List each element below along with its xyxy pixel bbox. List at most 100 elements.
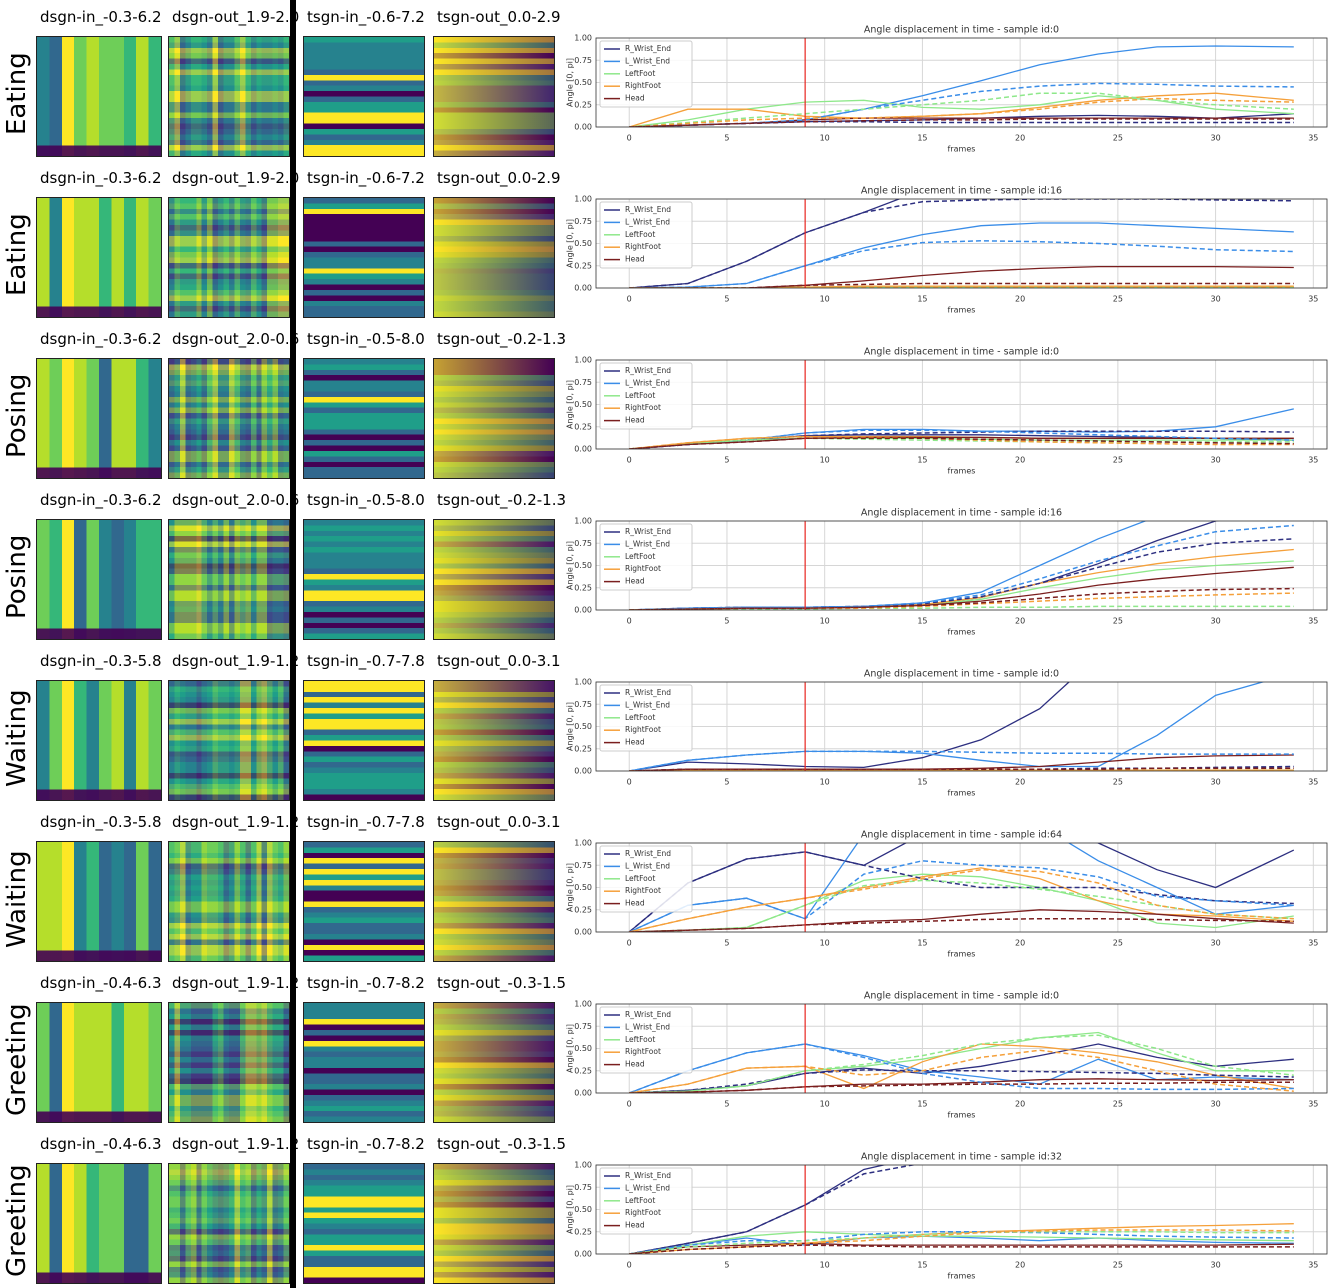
plot-lines [629,409,1294,449]
y-tick-label: 0.75 [574,378,592,387]
y-tick-label: 0.00 [574,767,592,776]
heatmap [36,1002,162,1123]
panel-title: dsgn-in_-0.4-6.3 [40,1135,162,1153]
x-tick-label: 25 [1113,456,1123,465]
x-tick-label: 35 [1308,778,1318,787]
legend-label: RightFoot [625,725,661,734]
heatmap [303,197,425,318]
x-tick-label: 10 [820,1261,830,1270]
x-tick-label: 15 [917,939,927,948]
panel-title: dsgn-out_1.9-1.2 [172,1135,299,1153]
panel-title: tsgn-in_-0.7-7.8 [307,652,425,670]
legend-label: RightFoot [625,886,661,895]
x-tick-label: 15 [917,134,927,143]
line-chart: Angle displacement in time - sample id:0… [560,0,1338,161]
x-tick-label: 15 [917,456,927,465]
y-axis-label: Angle [0, pi] [566,1024,575,1073]
legend-label: R_Wrist_End [625,44,671,53]
panel-title: dsgn-in_-0.3-6.2 [40,8,162,26]
x-tick-label: 10 [820,1100,830,1109]
x-tick-label: 5 [724,1261,729,1270]
heatmap [303,1002,425,1123]
x-tick-label: 20 [1015,295,1025,304]
y-tick-label: 0.50 [574,239,592,248]
y-tick-label: 0.50 [574,1044,592,1053]
y-tick-label: 0.75 [574,217,592,226]
legend-label: R_Wrist_End [625,688,671,697]
panel-title: dsgn-in_-0.3-6.2 [40,169,162,187]
heatmap [433,197,555,318]
x-tick-label: 10 [820,939,830,948]
panel-title: dsgn-in_-0.4-6.3 [40,974,162,992]
x-axis-label: frames [948,145,976,154]
y-tick-label: 0.75 [574,539,592,548]
y-tick-label: 1.00 [574,356,592,365]
x-tick-label: 25 [1113,295,1123,304]
x-tick-label: 5 [724,617,729,626]
y-tick-label: 0.00 [574,928,592,937]
panel-title: tsgn-out_-0.3-1.5 [437,974,566,992]
y-axis-label: Angle [0, pi] [566,380,575,429]
plot-lines [629,644,1294,771]
legend-label: LeftFoot [625,874,655,883]
legend-label: LeftFoot [625,69,655,78]
plot-lines [629,46,1294,127]
x-tick-label: 15 [917,1261,927,1270]
panel-title: tsgn-in_-0.5-8.0 [307,330,425,348]
heatmap [303,1163,425,1284]
x-tick-label: 35 [1308,134,1318,143]
row-label: Greeting [2,1157,34,1285]
x-tick-label: 30 [1210,456,1220,465]
y-tick-label: 0.50 [574,561,592,570]
legend-label: LeftFoot [625,1196,655,1205]
x-axis-label: frames [948,306,976,315]
legend-label: R_Wrist_End [625,1010,671,1019]
heatmap [36,358,162,479]
x-tick-label: 25 [1113,939,1123,948]
y-tick-label: 0.50 [574,883,592,892]
heatmap [433,36,555,157]
legend-label: RightFoot [625,1047,661,1056]
panel-title: dsgn-out_2.0-0.6 [172,330,299,348]
heatmap [36,1163,162,1284]
legend-label: Head [625,899,645,908]
x-tick-label: 35 [1308,939,1318,948]
line-chart: Angle displacement in time - sample id:0… [560,322,1338,483]
x-axis-label: frames [948,789,976,798]
chart-title: Angle displacement in time - sample id:3… [861,1152,1062,1163]
x-tick-label: 35 [1308,295,1318,304]
y-tick-label: 1.00 [574,1161,592,1170]
y-tick-label: 0.50 [574,722,592,731]
y-tick-label: 1.00 [574,1000,592,1009]
y-tick-label: 1.00 [574,839,592,848]
x-tick-label: 10 [820,134,830,143]
panel-title: tsgn-out_0.0-3.1 [437,652,561,670]
x-tick-label: 25 [1113,134,1123,143]
heatmap [303,36,425,157]
y-tick-label: 0.75 [574,1183,592,1192]
x-tick-label: 30 [1210,1261,1220,1270]
legend-label: L_Wrist_End [625,539,670,548]
series-line [629,223,1294,288]
panel-title: dsgn-in_-0.3-6.2 [40,330,162,348]
divider [290,0,296,1288]
legend-label: L_Wrist_End [625,56,670,65]
x-tick-label: 15 [917,617,927,626]
y-tick-label: 1.00 [574,34,592,43]
x-tick-label: 20 [1015,1100,1025,1109]
panel-title: dsgn-in_-0.3-5.8 [40,813,162,831]
x-axis-label: frames [948,467,976,476]
y-tick-label: 0.75 [574,861,592,870]
y-tick-label: 1.00 [574,678,592,687]
x-tick-label: 30 [1210,939,1220,948]
plot-lines [629,181,1294,288]
heatmap [168,36,290,157]
series-line [629,1245,1294,1254]
x-tick-label: 10 [820,617,830,626]
line-chart: Angle displacement in time - sample id:0… [560,644,1338,805]
panel-title: dsgn-in_-0.3-5.8 [40,652,162,670]
line-chart: Angle displacement in time - sample id:1… [560,483,1338,644]
x-tick-label: 0 [627,134,632,143]
line-chart: Angle displacement in time - sample id:3… [560,1127,1338,1288]
panel-title: dsgn-out_1.9-2.0 [172,169,299,187]
